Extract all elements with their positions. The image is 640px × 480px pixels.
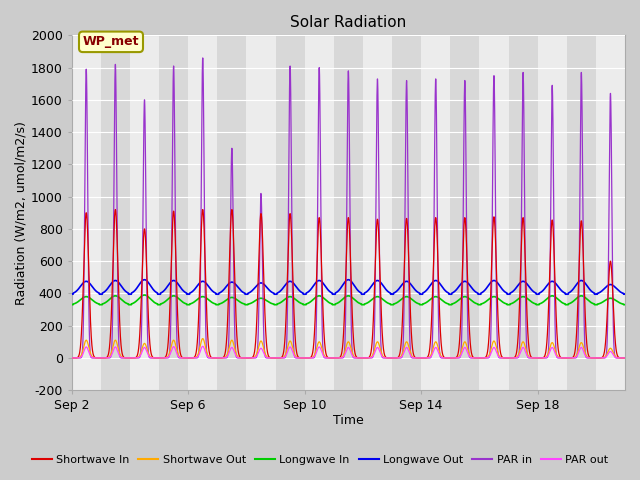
Bar: [363, 36, 392, 390]
Bar: [218, 36, 246, 390]
Y-axis label: Radiation (W/m2, umol/m2/s): Radiation (W/m2, umol/m2/s): [15, 121, 28, 305]
Bar: [334, 36, 363, 390]
Bar: [72, 36, 101, 390]
Bar: [567, 36, 596, 390]
Text: WP_met: WP_met: [83, 36, 140, 48]
Bar: [509, 36, 538, 390]
Bar: [538, 36, 567, 390]
Legend: Shortwave In, Shortwave Out, Longwave In, Longwave Out, PAR in, PAR out: Shortwave In, Shortwave Out, Longwave In…: [28, 451, 612, 469]
Bar: [101, 36, 130, 390]
Bar: [392, 36, 421, 390]
Bar: [276, 36, 305, 390]
Bar: [421, 36, 451, 390]
Bar: [130, 36, 159, 390]
Bar: [159, 36, 188, 390]
Bar: [596, 36, 625, 390]
Bar: [451, 36, 479, 390]
Title: Solar Radiation: Solar Radiation: [290, 15, 406, 30]
Bar: [246, 36, 276, 390]
X-axis label: Time: Time: [333, 414, 364, 427]
Bar: [479, 36, 509, 390]
Bar: [305, 36, 334, 390]
Bar: [188, 36, 218, 390]
